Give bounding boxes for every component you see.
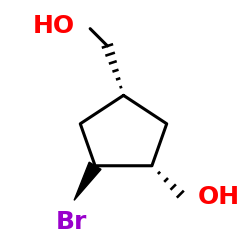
Text: OH: OH	[198, 185, 240, 209]
Text: Br: Br	[56, 210, 87, 234]
Text: HO: HO	[33, 14, 75, 38]
Polygon shape	[74, 162, 101, 200]
